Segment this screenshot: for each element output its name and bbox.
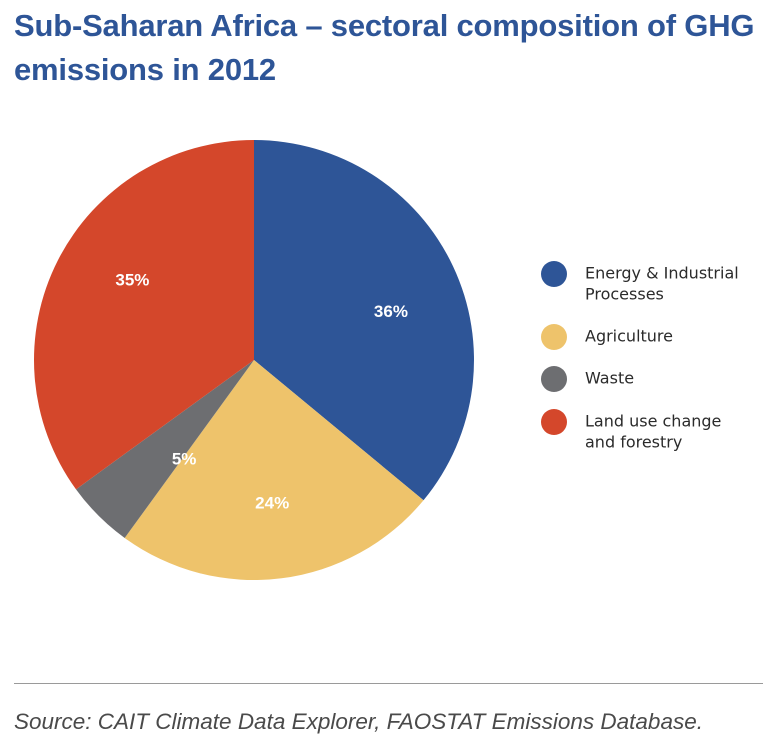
legend-item: Land use change and forestry [541,409,721,452]
legend-label: and forestry [585,433,682,452]
legend-swatch [541,366,567,392]
pie-chart: 36% 24% 5% 35% Energy & Industrial Processes… [0,0,777,680]
legend-item: Agriculture [541,324,673,350]
legend-label: Energy & Industrial [585,264,739,283]
pie-slices [34,140,474,580]
footer-divider [14,683,763,684]
slice-value-label: 5% [172,449,197,468]
legend-item: Waste [541,366,634,392]
legend-label: Waste [585,369,634,388]
legend-label: Agriculture [585,327,673,346]
slice-value-label: 35% [115,271,149,290]
legend-item: Energy & Industrial Processes [541,261,739,304]
legend-swatch [541,324,567,350]
legend-swatch [541,261,567,287]
legend-label: Processes [585,285,664,304]
legend-swatch [541,409,567,435]
source-note: Source: CAIT Climate Data Explorer, FAOS… [14,707,703,737]
slice-value-label: 36% [374,302,408,321]
legend-label: Land use change [585,412,721,431]
legend: Energy & Industrial Processes Agriculture W… [541,261,739,452]
slice-value-label: 24% [255,493,289,512]
